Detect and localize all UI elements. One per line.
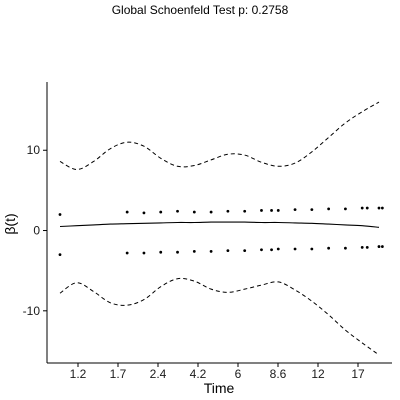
residual-point bbox=[58, 253, 62, 257]
y-axis-title: β(t) bbox=[2, 213, 18, 234]
residual-point bbox=[365, 245, 369, 249]
residual-point bbox=[226, 249, 230, 253]
beta-estimate-line bbox=[59, 221, 380, 228]
residual-point bbox=[293, 247, 297, 251]
x-tick-label: 1.2 bbox=[70, 367, 87, 381]
x-tick-label: 17 bbox=[351, 367, 365, 381]
x-tick-label: 1.7 bbox=[110, 367, 127, 381]
y-ticks: -10 0 10 bbox=[23, 143, 47, 318]
residual-point bbox=[380, 206, 384, 210]
residual-points bbox=[58, 206, 384, 257]
plot-lines bbox=[59, 101, 380, 356]
residual-point bbox=[209, 210, 213, 214]
residual-point bbox=[293, 208, 297, 212]
residual-point bbox=[327, 246, 331, 250]
residual-point bbox=[192, 210, 196, 214]
residual-point bbox=[310, 247, 314, 251]
residual-point bbox=[260, 209, 263, 212]
residual-point bbox=[209, 250, 213, 253]
x-tick-label: 12 bbox=[311, 367, 325, 381]
x-ticks: 1.2 1.7 2.4 4.2 6 8.6 12 17 bbox=[70, 363, 365, 381]
residual-point bbox=[360, 245, 364, 249]
residual-point bbox=[125, 210, 129, 214]
residual-point bbox=[377, 206, 381, 210]
x-tick-label: 2.4 bbox=[150, 367, 167, 381]
residual-point bbox=[260, 248, 263, 252]
residual-point bbox=[125, 251, 129, 255]
residual-point bbox=[327, 207, 331, 211]
residual-point bbox=[310, 208, 314, 212]
residual-point bbox=[159, 250, 163, 254]
y-tick-label: 0 bbox=[33, 224, 40, 238]
residual-point bbox=[344, 207, 347, 211]
residual-point bbox=[360, 206, 364, 210]
residual-point bbox=[58, 213, 62, 216]
x-axis-title: Time bbox=[204, 380, 235, 396]
chart-title: Global Schoenfeld Test p: 0.2758 bbox=[112, 3, 289, 17]
residual-point bbox=[243, 209, 247, 213]
residual-point bbox=[380, 245, 384, 248]
x-tick-label: 6 bbox=[235, 367, 242, 381]
y-tick-label: 10 bbox=[27, 143, 41, 157]
residual-point bbox=[377, 245, 381, 248]
residual-point bbox=[159, 210, 163, 214]
residual-point bbox=[226, 209, 230, 213]
x-tick-label: 8.6 bbox=[270, 367, 287, 381]
residual-point bbox=[243, 249, 247, 253]
x-tick-label: 4.2 bbox=[190, 367, 207, 381]
y-tick-label: -10 bbox=[23, 304, 41, 318]
residual-point bbox=[276, 209, 280, 212]
residual-point bbox=[365, 206, 369, 210]
upper-band-line bbox=[59, 101, 380, 171]
residual-point bbox=[142, 211, 146, 215]
residual-point bbox=[270, 248, 273, 252]
residual-point bbox=[344, 246, 347, 250]
residual-point bbox=[176, 250, 179, 254]
residual-point bbox=[142, 251, 146, 255]
lower-band-line bbox=[59, 277, 380, 356]
residual-point bbox=[192, 250, 196, 253]
residual-point bbox=[270, 209, 273, 212]
residual-point bbox=[276, 247, 280, 251]
residual-point bbox=[176, 209, 179, 213]
